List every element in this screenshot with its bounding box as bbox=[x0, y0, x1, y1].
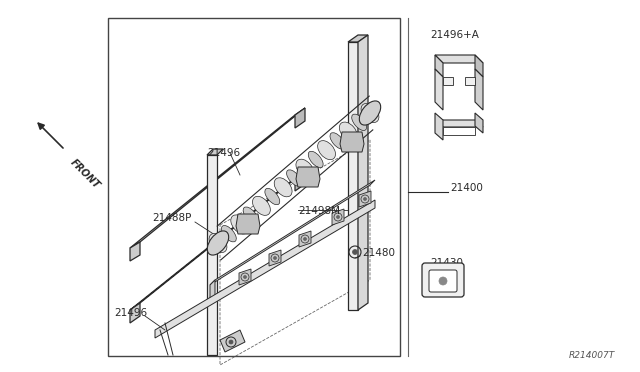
Ellipse shape bbox=[339, 122, 357, 141]
Ellipse shape bbox=[243, 207, 258, 223]
Ellipse shape bbox=[352, 114, 367, 131]
Text: 21496: 21496 bbox=[114, 308, 147, 318]
Text: 21480: 21480 bbox=[362, 248, 395, 258]
Polygon shape bbox=[348, 35, 368, 42]
Circle shape bbox=[273, 257, 276, 260]
Ellipse shape bbox=[317, 141, 335, 160]
Polygon shape bbox=[465, 77, 475, 85]
Ellipse shape bbox=[296, 159, 314, 178]
Polygon shape bbox=[296, 167, 320, 187]
Polygon shape bbox=[295, 171, 305, 191]
Polygon shape bbox=[207, 149, 223, 155]
Circle shape bbox=[439, 277, 447, 285]
FancyBboxPatch shape bbox=[429, 270, 457, 292]
Circle shape bbox=[303, 237, 307, 241]
Circle shape bbox=[243, 276, 246, 279]
Ellipse shape bbox=[207, 231, 228, 255]
Ellipse shape bbox=[274, 178, 292, 197]
Polygon shape bbox=[348, 42, 358, 310]
Text: 21400: 21400 bbox=[450, 183, 483, 193]
FancyBboxPatch shape bbox=[422, 263, 464, 297]
Polygon shape bbox=[269, 250, 281, 266]
Polygon shape bbox=[220, 330, 245, 352]
Polygon shape bbox=[299, 231, 311, 247]
Polygon shape bbox=[130, 108, 305, 248]
Ellipse shape bbox=[308, 151, 323, 168]
Bar bbox=[108, 18, 400, 356]
Polygon shape bbox=[443, 77, 453, 85]
Polygon shape bbox=[440, 120, 483, 127]
Polygon shape bbox=[130, 303, 140, 323]
Polygon shape bbox=[332, 209, 344, 225]
Text: 21496: 21496 bbox=[207, 148, 240, 158]
Circle shape bbox=[364, 198, 367, 201]
Polygon shape bbox=[359, 191, 371, 207]
Ellipse shape bbox=[359, 101, 381, 125]
Ellipse shape bbox=[265, 188, 280, 205]
Polygon shape bbox=[358, 35, 368, 310]
Polygon shape bbox=[239, 269, 251, 285]
Circle shape bbox=[229, 340, 233, 344]
Polygon shape bbox=[475, 69, 483, 110]
Polygon shape bbox=[130, 242, 140, 261]
Text: 21430: 21430 bbox=[430, 258, 463, 268]
Polygon shape bbox=[475, 55, 483, 77]
Ellipse shape bbox=[221, 225, 236, 242]
Polygon shape bbox=[207, 155, 217, 355]
Polygon shape bbox=[435, 113, 443, 140]
Polygon shape bbox=[130, 171, 305, 310]
Polygon shape bbox=[236, 214, 260, 234]
Polygon shape bbox=[210, 180, 375, 285]
Ellipse shape bbox=[209, 234, 227, 253]
Text: R214007T: R214007T bbox=[569, 351, 615, 360]
Circle shape bbox=[337, 215, 339, 218]
Ellipse shape bbox=[361, 103, 379, 122]
Polygon shape bbox=[295, 108, 305, 128]
Circle shape bbox=[353, 250, 358, 254]
Text: 21488P: 21488P bbox=[152, 213, 191, 223]
Text: 21498M: 21498M bbox=[298, 206, 340, 216]
Text: 21496+A: 21496+A bbox=[430, 30, 479, 40]
Ellipse shape bbox=[253, 196, 270, 215]
Polygon shape bbox=[443, 127, 475, 135]
Polygon shape bbox=[435, 69, 443, 110]
Ellipse shape bbox=[330, 133, 345, 149]
Polygon shape bbox=[155, 200, 375, 338]
Polygon shape bbox=[340, 132, 364, 152]
Ellipse shape bbox=[231, 215, 248, 234]
Polygon shape bbox=[435, 55, 443, 77]
Polygon shape bbox=[435, 55, 483, 63]
Text: FRONT: FRONT bbox=[68, 157, 101, 190]
Polygon shape bbox=[210, 280, 215, 300]
Polygon shape bbox=[475, 113, 483, 133]
Ellipse shape bbox=[287, 170, 301, 186]
